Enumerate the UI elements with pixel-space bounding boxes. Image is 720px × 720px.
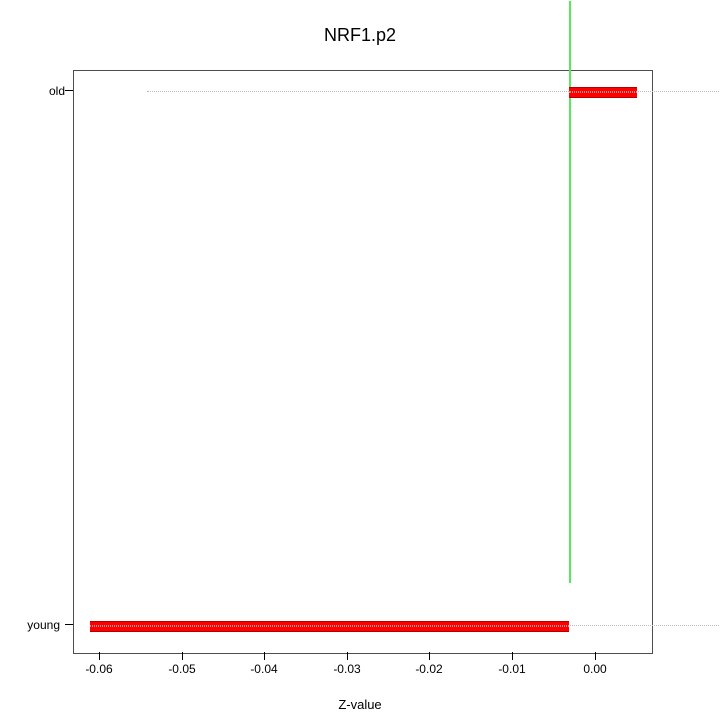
data-bar-old-dots — [569, 92, 637, 93]
x-tick-mark-0 — [99, 652, 100, 660]
x-tick-mark-1 — [182, 652, 183, 660]
chart-container: NRF1.p2 old young -0.06 -0.05 -0.04 -0.0… — [0, 0, 720, 720]
x-tick-mark-2 — [264, 652, 265, 660]
x-tick-mark-6 — [595, 652, 596, 660]
y-tick-mark-old — [65, 90, 73, 91]
data-bar-old[interactable] — [569, 87, 637, 98]
chart-title: NRF1.p2 — [0, 25, 720, 46]
x-tick-mark-4 — [429, 652, 430, 660]
x-tick-label-5[interactable]: -0.01 — [487, 662, 537, 676]
x-tick-label-1[interactable]: -0.05 — [157, 662, 207, 676]
x-tick-label-3[interactable]: -0.03 — [322, 662, 372, 676]
x-tick-label-2[interactable]: -0.04 — [239, 662, 289, 676]
y-tick-label-old[interactable]: old — [25, 84, 65, 98]
x-tick-mark-3 — [347, 652, 348, 660]
x-tick-label-4[interactable]: -0.02 — [404, 662, 454, 676]
y-tick-mark-young — [65, 624, 73, 625]
x-tick-mark-5 — [512, 652, 513, 660]
y-tick-label-young[interactable]: young — [20, 618, 60, 632]
x-tick-label-0[interactable]: -0.06 — [74, 662, 124, 676]
data-bar-young[interactable] — [90, 621, 569, 632]
plot-area — [73, 70, 653, 654]
x-tick-label-6[interactable]: 0.00 — [570, 662, 620, 676]
x-axis-label: Z-value — [0, 697, 720, 712]
data-bar-young-dots — [90, 626, 569, 627]
